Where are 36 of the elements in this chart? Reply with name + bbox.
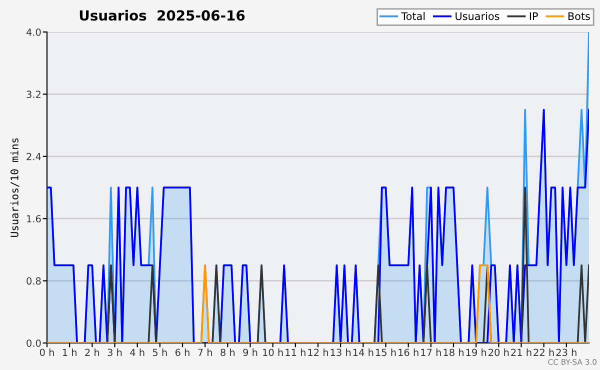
legend-label: Bots [568,12,590,20]
x-tick-label: 18 h [444,348,464,356]
y-tick-label: 0.8 [26,277,41,285]
y-tick-label: 3.2 [26,90,40,98]
x-tick-label: 17 h [421,348,441,356]
y-tick-label: 0.0 [26,339,41,347]
x-tick-label: 11 h [286,348,306,356]
x-tick-label: 7 h [198,348,212,356]
chart-title: Usuarios 2025-06-16 [80,10,245,21]
x-tick-label: 1 h [62,348,76,356]
x-tick-label: 21 h [511,348,532,356]
x-tick-label: 22 h [534,348,554,356]
x-tick-label: 2 h [85,348,100,356]
legend-label: IP [530,12,538,20]
x-tick-label: 5 h [152,348,167,356]
y-tick-label: 1.6 [27,215,41,222]
y-tick-label: 2.4 [26,152,41,160]
x-tick-label: 15 h [376,348,396,356]
x-tick-label: 8 h [220,348,235,356]
x-tick-label: 23 h [556,348,576,356]
x-tick-label: 13 h [330,348,351,356]
x-tick-label: 3 h [108,348,122,356]
x-tick-label: 0 h [40,348,54,356]
y-tick-label: 4.0 [26,28,41,36]
x-tick-label: 6 h [175,348,190,356]
x-tick-label: 12 h [308,348,328,356]
legend-label: Usuarios [456,12,500,20]
y-axis-title: Usuarios/10 mins [10,138,20,237]
x-tick-label: 9 h [243,348,258,356]
x-tick-label: 10 h [263,348,283,356]
x-tick-label: 16 h [398,348,418,356]
x-tick-label: 14 h [353,348,374,356]
x-tick-label: 20 h [488,348,509,356]
legend-label: Total [401,12,425,20]
x-tick-label: 4 h [130,348,144,356]
x-tick-label: 19 h [466,348,486,356]
